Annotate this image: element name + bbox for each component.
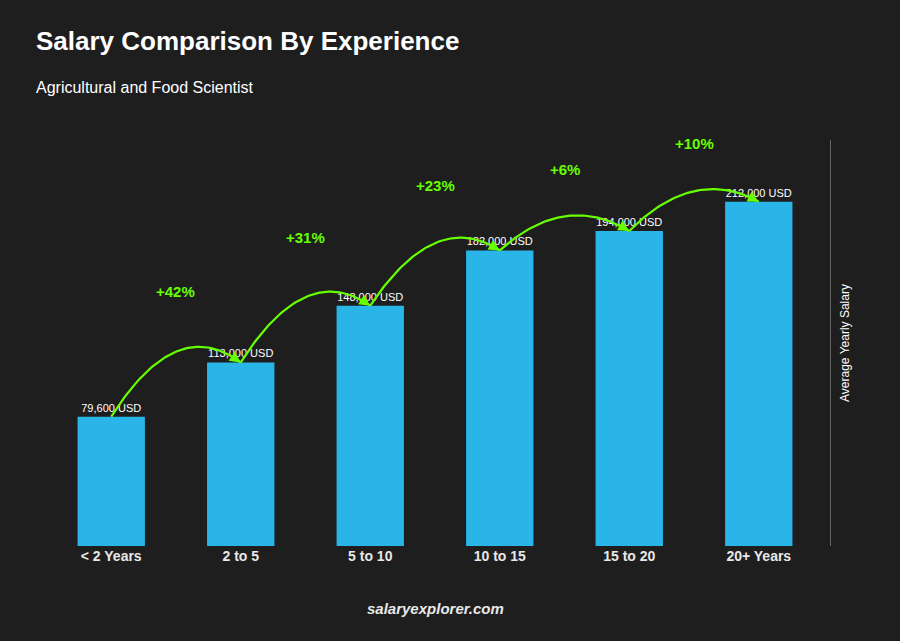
svg-text:182,000 USD: 182,000 USD xyxy=(467,235,533,247)
svg-text:15 to 20: 15 to 20 xyxy=(603,548,655,564)
svg-text:+42%: +42% xyxy=(156,283,195,300)
svg-text:+10%: +10% xyxy=(675,135,714,152)
svg-text:salaryexplorer.com: salaryexplorer.com xyxy=(367,600,504,617)
svg-text:20+ Years: 20+ Years xyxy=(726,548,791,564)
svg-text:< 2 Years: < 2 Years xyxy=(81,548,142,564)
svg-text:Agricultural and Food Scientis: Agricultural and Food Scientist xyxy=(36,79,254,96)
svg-text:Salary Comparison By Experienc: Salary Comparison By Experience xyxy=(36,26,459,56)
svg-text:Average Yearly Salary: Average Yearly Salary xyxy=(838,284,852,402)
svg-text:148,000 USD: 148,000 USD xyxy=(337,291,403,303)
svg-text:+31%: +31% xyxy=(286,229,325,246)
svg-text:5 to 10: 5 to 10 xyxy=(348,548,393,564)
svg-text:194,000 USD: 194,000 USD xyxy=(596,216,662,228)
svg-text:79,600 USD: 79,600 USD xyxy=(81,402,141,414)
svg-text:+23%: +23% xyxy=(416,177,455,194)
svg-text:113,000 USD: 113,000 USD xyxy=(208,347,273,359)
svg-text:10 to 15: 10 to 15 xyxy=(474,548,526,564)
svg-text:212,000 USD: 212,000 USD xyxy=(726,187,792,199)
svg-text:2 to 5: 2 to 5 xyxy=(222,548,259,564)
svg-text:+6%: +6% xyxy=(550,161,580,178)
